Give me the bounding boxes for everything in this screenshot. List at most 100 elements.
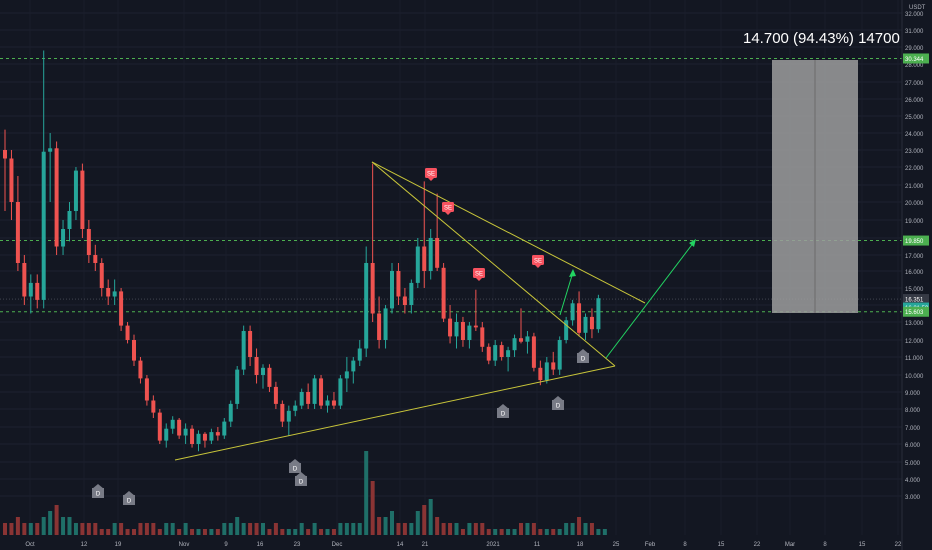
sell-signal-marker[interactable]: SE: [442, 202, 454, 215]
candle-body: [202, 433, 207, 441]
sell-signal-marker[interactable]: SE: [532, 255, 544, 268]
dividend-marker[interactable]: D: [577, 349, 589, 363]
candle-body: [402, 296, 407, 305]
candle-body: [73, 170, 78, 211]
sell-signal-marker[interactable]: SE: [425, 168, 437, 181]
signal-markers[interactable]: SE SE SE SE D D D D D D D: [92, 168, 589, 505]
dividend-marker[interactable]: D: [92, 484, 104, 498]
y-tick-label: 16.000: [905, 270, 924, 276]
horizontal-levels[interactable]: [0, 57, 902, 313]
candle-body: [144, 378, 149, 401]
candle-body: [460, 322, 465, 340]
dividend-marker[interactable]: D: [552, 396, 564, 410]
y-tick-label: 5.000: [905, 461, 921, 467]
candle-body: [325, 400, 330, 406]
candle-body: [164, 428, 169, 441]
dividend-marker[interactable]: D: [295, 472, 307, 486]
volume-bar: [596, 529, 601, 535]
y-tick-label: 26.000: [905, 98, 924, 104]
volume-bar: [441, 523, 446, 535]
volume-bar: [454, 523, 459, 535]
candle-body: [409, 282, 414, 305]
candle-body: [467, 325, 472, 340]
trendline-drawings[interactable]: [174, 161, 696, 461]
candle-body: [493, 345, 498, 361]
price-tag-label: 19.850: [905, 239, 924, 245]
volume-bar: [377, 517, 382, 535]
candle-body: [41, 151, 46, 300]
candle-body: [228, 403, 233, 422]
x-tick-label: 14: [397, 542, 404, 548]
dividend-marker[interactable]: D: [123, 491, 135, 505]
price-tag: [903, 53, 929, 64]
volume-bar: [589, 523, 594, 535]
dividend-marker[interactable]: D: [497, 404, 509, 418]
volume-bar: [519, 523, 523, 535]
target-zone[interactable]: [772, 60, 858, 313]
volume-bar: [86, 523, 91, 535]
x-tick-label: Dec: [332, 542, 343, 548]
candle-body: [54, 148, 59, 247]
breakout-arrow-line-1[interactable]: [559, 271, 574, 316]
x-tick-label: 22: [895, 542, 902, 548]
candle-body: [499, 345, 504, 357]
volume-bar: [409, 523, 414, 535]
upper-trendline[interactable]: [371, 161, 646, 304]
candle-body: [80, 170, 85, 229]
x-tick-label: 18: [577, 542, 584, 548]
candle-body: [544, 362, 549, 381]
x-tick-label: 12: [81, 542, 88, 548]
y-tick-label: 21.000: [905, 184, 924, 190]
volume-bar: [99, 529, 104, 535]
candle-body: [331, 400, 336, 406]
volume-bar: [383, 517, 388, 535]
candle-body: [370, 263, 375, 314]
candle-body: [86, 229, 91, 255]
breakout-arrow-line-2[interactable]: [605, 241, 695, 359]
volume-bar: [486, 529, 491, 535]
signal-label: D: [501, 412, 506, 418]
y-tick-label: 7.000: [905, 426, 921, 432]
volume-bar: [538, 529, 543, 535]
inner-trendline[interactable]: [371, 161, 616, 367]
volume-bar: [370, 481, 375, 535]
signal-label: SE: [534, 259, 542, 265]
volume-bar: [415, 511, 420, 535]
volume-bar: [15, 517, 20, 535]
candle-body: [319, 378, 324, 406]
volume-bar: [80, 523, 85, 535]
candle-body: [454, 322, 459, 337]
sell-signal-marker[interactable]: SE: [473, 268, 485, 281]
candle-body: [61, 229, 66, 247]
x-tick-label: Mar: [785, 542, 795, 548]
x-tick-label: 9: [224, 542, 228, 548]
candle-body: [157, 412, 162, 441]
volume-bar: [325, 529, 330, 535]
volume-bar: [170, 523, 175, 535]
y-tick-label: 12.000: [905, 339, 924, 345]
time-axis[interactable]: Oct 12 19 Nov 9 16 23 Dec 14 21 2021 11 18 25 Feb 8 15 22…: [25, 542, 902, 548]
volume-bar: [222, 523, 227, 535]
candle-body: [273, 386, 278, 404]
y-tick-label: 8.000: [905, 408, 921, 414]
dividend-marker[interactable]: D: [289, 459, 301, 473]
volume-bar: [248, 523, 253, 535]
lower-trendline[interactable]: [174, 365, 616, 461]
volume-bar: [164, 523, 169, 535]
x-tick-label: 15: [718, 542, 725, 548]
volume-bar: [338, 523, 343, 535]
y-tick-label: 31.000: [905, 29, 924, 35]
y-tick-label: 6.000: [905, 443, 921, 449]
candle-body: [435, 238, 440, 268]
y-tick-label: 11.000: [905, 356, 924, 362]
candle-body: [570, 303, 575, 321]
y-tick-label: 22.000: [905, 166, 924, 172]
candle-body: [35, 282, 40, 300]
volume-bar: [602, 529, 607, 535]
volume-bar: [202, 529, 207, 535]
candle-body: [248, 331, 253, 357]
projection-label: 14.700 (94.43%) 14700: [743, 30, 900, 47]
volume-bar: [531, 523, 536, 535]
volume-bar: [177, 529, 182, 535]
